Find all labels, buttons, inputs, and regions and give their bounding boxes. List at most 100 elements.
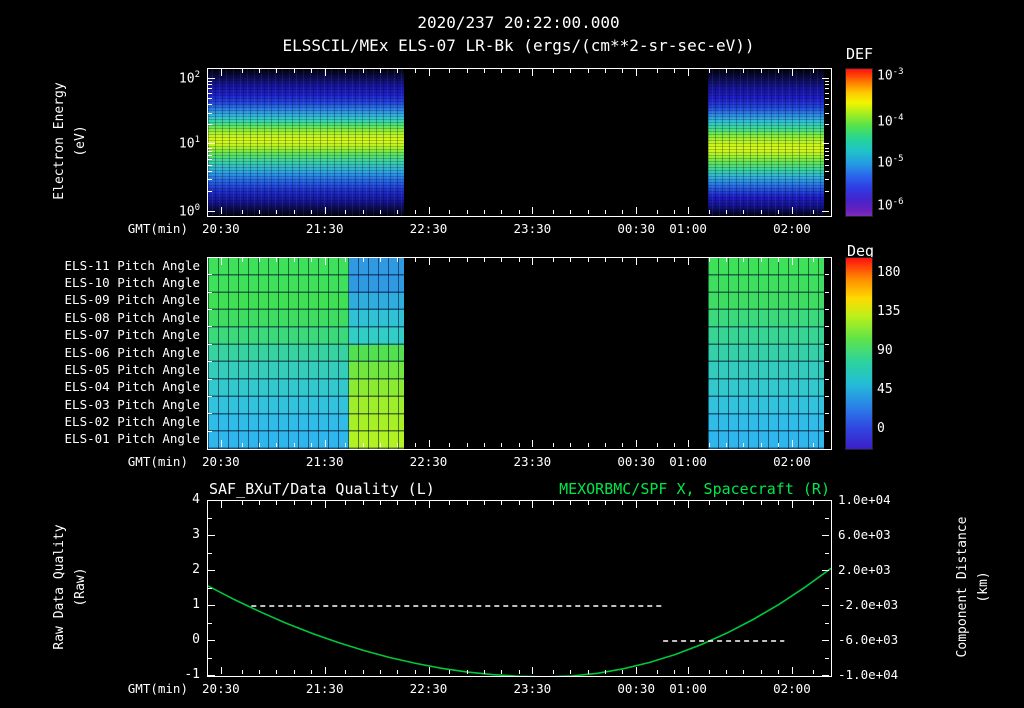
axis-tick xyxy=(674,69,676,73)
axis-tick xyxy=(636,207,638,214)
energy-axis-title: Electron Energy (eV) xyxy=(50,82,92,199)
axis-tick xyxy=(778,670,780,674)
axis-tick xyxy=(791,69,793,76)
axis-tick xyxy=(532,258,534,265)
axis-tick xyxy=(825,587,829,589)
axis-tick xyxy=(812,258,814,262)
axis-tick xyxy=(553,501,555,505)
axis-tick xyxy=(743,443,745,447)
spacecraft-x-curve xyxy=(208,567,831,676)
axis-tick xyxy=(208,587,212,589)
axis-tick xyxy=(570,501,572,505)
axis-tick xyxy=(208,191,212,192)
raw-quality-tick-label: 0 xyxy=(192,632,200,647)
axis-tick xyxy=(605,210,607,214)
axis-tick xyxy=(208,570,215,571)
axis-tick xyxy=(825,517,829,519)
axis-tick xyxy=(293,210,295,214)
axis-tick xyxy=(345,501,347,505)
axis-tick xyxy=(428,501,430,508)
axis-tick xyxy=(414,210,416,214)
axis-tick xyxy=(656,443,658,447)
raw-quality-axis-title-line1: Raw Data Quality xyxy=(52,524,68,650)
axis-tick xyxy=(414,501,416,505)
axis-tick xyxy=(310,210,312,214)
axis-tick xyxy=(688,501,690,508)
axis-tick xyxy=(345,69,347,73)
axis-tick xyxy=(708,69,710,73)
axis-tick xyxy=(208,164,212,166)
axis-tick xyxy=(622,501,624,505)
x-tick-label: 22:30 xyxy=(409,681,448,696)
axis-tick xyxy=(825,124,829,126)
spacecraft-right-title: MEXORBMC/SPF X, Spacecraft (R) xyxy=(559,480,830,498)
axis-tick xyxy=(449,210,451,214)
axis-tick xyxy=(812,443,814,447)
axis-tick xyxy=(466,258,468,262)
axis-tick xyxy=(778,501,780,505)
axis-tick xyxy=(822,605,829,606)
axis-tick xyxy=(362,258,364,262)
axis-tick xyxy=(743,69,745,73)
axis-tick xyxy=(208,147,212,149)
energy-y-tick-label: 101 xyxy=(178,134,200,152)
axis-tick xyxy=(708,210,710,214)
axis-tick xyxy=(208,640,215,641)
axis-tick xyxy=(708,501,710,505)
axis-tick xyxy=(397,210,399,214)
axis-tick xyxy=(825,104,829,106)
x-tick-label: 02:00 xyxy=(773,221,811,236)
axis-tick xyxy=(324,207,326,214)
energy-spectrogram-plot-area xyxy=(208,69,831,216)
axis-tick xyxy=(553,258,555,262)
axis-tick xyxy=(822,570,829,571)
axis-tick xyxy=(362,69,364,73)
axis-tick xyxy=(825,159,829,161)
axis-tick xyxy=(220,69,222,76)
axis-tick xyxy=(293,501,295,505)
axis-tick xyxy=(688,440,690,447)
axis-tick xyxy=(622,670,624,674)
axis-tick xyxy=(674,258,676,262)
pitch-grid-overlay xyxy=(208,258,404,449)
axis-tick xyxy=(258,443,260,447)
axis-tick xyxy=(483,501,485,505)
distance-tick-label: -1.0e+04 xyxy=(838,667,899,682)
axis-tick xyxy=(708,670,710,674)
axis-tick xyxy=(587,69,589,73)
deg-colorbar-tick-label: 180 xyxy=(877,265,901,281)
axis-tick xyxy=(501,210,503,214)
axis-tick xyxy=(656,670,658,674)
raw-quality-tick-label: 1 xyxy=(192,597,200,612)
axis-tick xyxy=(778,210,780,214)
distance-tick-label: 6.0e+03 xyxy=(838,527,891,542)
axis-tick xyxy=(449,258,451,262)
axis-tick xyxy=(208,326,212,328)
axis-tick xyxy=(825,150,829,152)
x-tick-label: 01:00 xyxy=(669,681,707,696)
axis-tick xyxy=(825,147,829,149)
distance-tick-label: 2.0e+03 xyxy=(838,562,891,577)
axis-tick xyxy=(345,670,347,674)
axis-tick xyxy=(726,69,728,73)
axis-tick xyxy=(258,210,260,214)
axis-tick xyxy=(208,81,212,83)
axis-tick xyxy=(208,124,212,126)
x-tick-label: 01:00 xyxy=(669,454,707,469)
axis-tick xyxy=(241,501,243,505)
axis-tick xyxy=(825,274,829,276)
axis-tick xyxy=(822,535,829,536)
deg-colorbar-tick-label: 90 xyxy=(877,342,893,358)
energy-y-tick-label: 102 xyxy=(178,69,200,87)
axis-tick xyxy=(825,179,829,181)
component-distance-axis-title-line1: Component Distance xyxy=(955,516,971,658)
axis-tick xyxy=(726,670,728,674)
axis-tick xyxy=(362,443,364,447)
energy-y-tick-label: 100 xyxy=(178,203,200,220)
axis-tick xyxy=(825,378,829,380)
axis-tick xyxy=(208,154,212,156)
x-tick-label: 01:00 xyxy=(669,221,707,236)
axis-tick xyxy=(674,670,676,674)
axis-tick xyxy=(380,443,382,447)
deg-colorbar-tick-label: 135 xyxy=(877,304,901,319)
